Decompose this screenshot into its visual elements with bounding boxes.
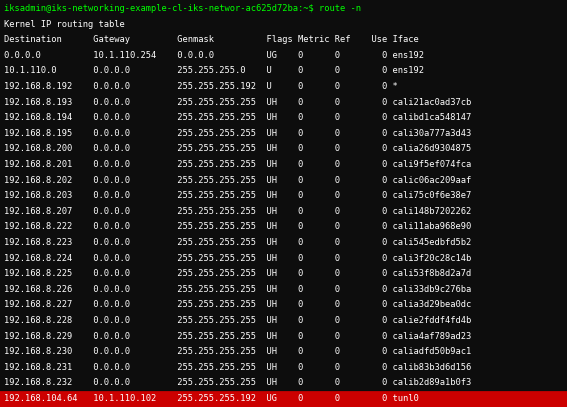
Text: 10.1.110.0       0.0.0.0         255.255.255.0    U     0      0        0 ens192: 10.1.110.0 0.0.0.0 255.255.255.0 U 0 0 0… bbox=[4, 66, 424, 75]
Text: 192.168.8.195    0.0.0.0         255.255.255.255  UH    0      0        0 cali30: 192.168.8.195 0.0.0.0 255.255.255.255 UH… bbox=[4, 129, 471, 138]
Text: 192.168.8.201    0.0.0.0         255.255.255.255  UH    0      0        0 cali9f: 192.168.8.201 0.0.0.0 255.255.255.255 UH… bbox=[4, 160, 471, 169]
Text: 192.168.8.203    0.0.0.0         255.255.255.255  UH    0      0        0 cali75: 192.168.8.203 0.0.0.0 255.255.255.255 UH… bbox=[4, 191, 471, 200]
Text: 192.168.8.228    0.0.0.0         255.255.255.255  UH    0      0        0 calie2: 192.168.8.228 0.0.0.0 255.255.255.255 UH… bbox=[4, 316, 471, 325]
Text: 192.168.8.224    0.0.0.0         255.255.255.255  UH    0      0        0 cali3f: 192.168.8.224 0.0.0.0 255.255.255.255 UH… bbox=[4, 254, 471, 263]
Text: 192.168.8.202    0.0.0.0         255.255.255.255  UH    0      0        0 calic0: 192.168.8.202 0.0.0.0 255.255.255.255 UH… bbox=[4, 175, 471, 185]
Text: 192.168.8.193    0.0.0.0         255.255.255.255  UH    0      0        0 cali21: 192.168.8.193 0.0.0.0 255.255.255.255 UH… bbox=[4, 98, 471, 107]
Text: iksadmin@iks-networking-example-cl-iks-networ-ac625d72ba:~$ route -n: iksadmin@iks-networking-example-cl-iks-n… bbox=[4, 4, 361, 13]
Text: 192.168.8.232    0.0.0.0         255.255.255.255  UH    0      0        0 calib2: 192.168.8.232 0.0.0.0 255.255.255.255 UH… bbox=[4, 379, 471, 387]
Text: 192.168.8.223    0.0.0.0         255.255.255.255  UH    0      0        0 cali54: 192.168.8.223 0.0.0.0 255.255.255.255 UH… bbox=[4, 238, 471, 247]
Text: 192.168.8.229    0.0.0.0         255.255.255.255  UH    0      0        0 calia4: 192.168.8.229 0.0.0.0 255.255.255.255 UH… bbox=[4, 332, 471, 341]
Text: 0.0.0.0          10.1.110.254    0.0.0.0          UG    0      0        0 ens192: 0.0.0.0 10.1.110.254 0.0.0.0 UG 0 0 0 en… bbox=[4, 51, 424, 60]
Text: 192.168.104.64   10.1.110.102    255.255.255.192  UG    0      0        0 tunl0: 192.168.104.64 10.1.110.102 255.255.255.… bbox=[4, 394, 419, 403]
Text: 192.168.8.207    0.0.0.0         255.255.255.255  UH    0      0        0 cali14: 192.168.8.207 0.0.0.0 255.255.255.255 UH… bbox=[4, 207, 471, 216]
Text: 192.168.8.192    0.0.0.0         255.255.255.192  U     0      0        0 *: 192.168.8.192 0.0.0.0 255.255.255.192 U … bbox=[4, 82, 397, 91]
Text: 192.168.8.194    0.0.0.0         255.255.255.255  UH    0      0        0 calibd: 192.168.8.194 0.0.0.0 255.255.255.255 UH… bbox=[4, 113, 471, 122]
Text: 192.168.8.231    0.0.0.0         255.255.255.255  UH    0      0        0 calib8: 192.168.8.231 0.0.0.0 255.255.255.255 UH… bbox=[4, 363, 471, 372]
Bar bbox=[0, 392, 567, 407]
Text: 192.168.8.200    0.0.0.0         255.255.255.255  UH    0      0        0 calia2: 192.168.8.200 0.0.0.0 255.255.255.255 UH… bbox=[4, 144, 471, 153]
Text: Destination      Gateway         Genmask          Flags Metric Ref    Use Iface: Destination Gateway Genmask Flags Metric… bbox=[4, 35, 419, 44]
Text: 192.168.8.226    0.0.0.0         255.255.255.255  UH    0      0        0 cali33: 192.168.8.226 0.0.0.0 255.255.255.255 UH… bbox=[4, 285, 471, 294]
Text: 192.168.8.225    0.0.0.0         255.255.255.255  UH    0      0        0 cali53: 192.168.8.225 0.0.0.0 255.255.255.255 UH… bbox=[4, 269, 471, 278]
Text: 192.168.8.230    0.0.0.0         255.255.255.255  UH    0      0        0 caliad: 192.168.8.230 0.0.0.0 255.255.255.255 UH… bbox=[4, 347, 471, 356]
Text: 192.168.8.227    0.0.0.0         255.255.255.255  UH    0      0        0 calia3: 192.168.8.227 0.0.0.0 255.255.255.255 UH… bbox=[4, 300, 471, 309]
Text: Kernel IP routing table: Kernel IP routing table bbox=[4, 20, 125, 28]
Text: 192.168.8.222    0.0.0.0         255.255.255.255  UH    0      0        0 cali11: 192.168.8.222 0.0.0.0 255.255.255.255 UH… bbox=[4, 222, 471, 232]
